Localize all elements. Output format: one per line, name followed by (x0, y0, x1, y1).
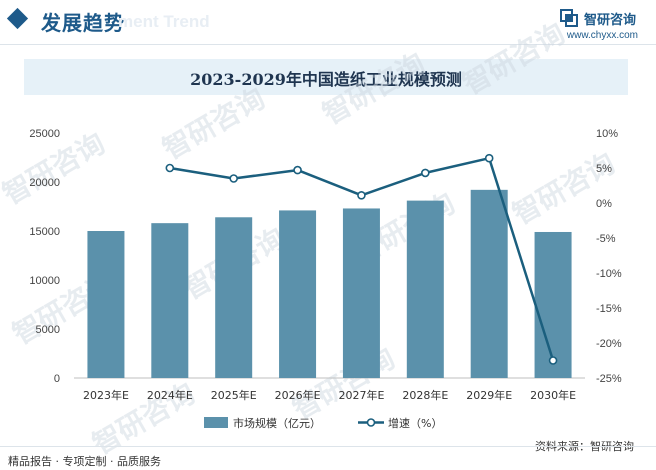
brand: 智研咨询 (559, 7, 636, 29)
growth-point (421, 168, 430, 178)
legend-line-marker (366, 418, 376, 427)
y-right-tick-label: -20% (596, 338, 622, 350)
watermark-text: 智研咨询 (157, 81, 271, 166)
growth-point (165, 163, 175, 173)
brand-name: 智研咨询 (583, 12, 636, 28)
growth-point (229, 174, 238, 183)
y-right-tick-label: -25% (596, 373, 622, 385)
y-right-tick-label: -10% (596, 268, 622, 280)
brand-url: www.chyxx.com (566, 30, 638, 41)
y-left-tick-label: 10000 (29, 275, 60, 287)
footer-divider (0, 446, 656, 447)
growth-point (293, 165, 302, 175)
bar (342, 208, 380, 378)
legend-bar-swatch (204, 417, 228, 428)
growth-point (548, 356, 558, 365)
legend-label-market-size: 市场规模（亿元） (233, 416, 321, 430)
bar (87, 231, 125, 378)
y-left-tick-label: 20000 (29, 177, 60, 189)
y-left-tick-label: 0 (54, 373, 60, 385)
bars (87, 189, 572, 378)
x-tick-label: 2023年E (83, 388, 129, 402)
x-tick-label: 2027年E (338, 388, 384, 402)
y-left-tick-label: 5000 (36, 324, 60, 336)
watermark-text: 智研咨询 (457, 16, 571, 101)
watermark-text: 智研咨询 (507, 146, 621, 231)
y-right-tick-label: 0% (596, 198, 612, 210)
footer-tagline: 精品报告 · 专项定制 · 品质服务 (8, 455, 161, 468)
growth-line (165, 153, 558, 365)
x-tick-label: 2024年E (147, 388, 193, 402)
x-tick-label: 2029年E (466, 388, 512, 402)
y-right-tick-label: 10% (596, 128, 618, 140)
chart-title: 2023-2029年中国造纸工业规模预测 (190, 70, 462, 89)
bar (470, 189, 508, 378)
bar (534, 231, 572, 378)
section-title: 发展趋势 (41, 11, 125, 35)
watermark-english: ment Trend (118, 12, 210, 31)
x-tick-label: 2028年E (402, 388, 448, 402)
y-right-tick-label: -5% (596, 233, 616, 245)
y-left-tick-label: 15000 (29, 226, 60, 238)
brand-logo-icon (559, 9, 578, 27)
y-right-tick-label: 5% (596, 163, 612, 175)
growth-point (357, 191, 366, 200)
legend-label-growth: 增速（%） (388, 416, 442, 430)
x-tick-label: 2030年E (530, 388, 576, 402)
y-right-tick-label: -15% (596, 303, 622, 315)
bar (279, 210, 317, 378)
header: 发展趋势 ment Trend 智研咨询 www.chyxx.com (0, 0, 656, 45)
x-tick-label: 2026年E (275, 388, 321, 402)
watermark-text: 智研咨询 (317, 46, 431, 131)
bar (215, 217, 253, 378)
y-left-tick-label: 25000 (29, 128, 60, 140)
legend: 市场规模（亿元） 增速（%） (204, 416, 442, 430)
header-divider (0, 44, 656, 45)
growth-point (484, 153, 494, 163)
bar (151, 223, 189, 378)
x-tick-label: 2025年E (211, 388, 257, 402)
chart-title-banner: 2023-2029年中国造纸工业规模预测 (24, 59, 628, 95)
bar (406, 200, 444, 378)
